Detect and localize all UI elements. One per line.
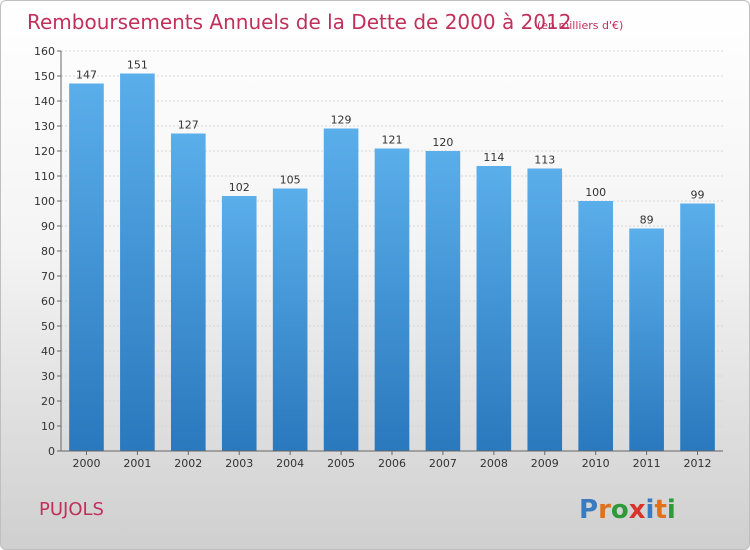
data-label: 89 [640, 214, 654, 227]
commune-name: PUJOLS [39, 499, 104, 520]
data-label: 99 [691, 189, 705, 202]
bar [629, 228, 664, 451]
logo-letter: t [654, 495, 666, 525]
y-axis: 0 10 20 30 40 50 60 70 80 90 100 110 120 130 140 150 160 [34, 45, 62, 458]
x-axis: 2000 2001 2002 2003 2004 2005 2006 2007 2008 2009… [61, 450, 723, 470]
logo-letter: P [579, 495, 598, 525]
x-tick-label: 2000 [72, 457, 100, 470]
y-tick-label: 140 [34, 95, 55, 108]
bar [120, 73, 155, 451]
y-tick-label: 80 [41, 245, 55, 258]
logo-letter: o [611, 495, 629, 525]
y-tick-label: 20 [41, 395, 55, 408]
bar [170, 133, 206, 451]
y-tick-label: 120 [34, 145, 55, 158]
bar [527, 168, 563, 451]
bars: 147 151 127 102 105 129 121 120 114 113 100 89 99 [69, 59, 715, 451]
bar [425, 151, 461, 451]
y-tick-label: 60 [41, 295, 55, 308]
logo-letter: x [629, 495, 646, 525]
x-tick-label: 2011 [633, 457, 661, 470]
y-tick-label: 70 [41, 270, 55, 283]
data-label: 121 [382, 134, 403, 147]
y-tick-label: 90 [41, 220, 55, 233]
x-tick-label: 2006 [378, 457, 406, 470]
x-tick-label: 2009 [531, 457, 559, 470]
bar [374, 148, 410, 451]
bar [578, 201, 614, 451]
y-tick-label: 110 [34, 170, 55, 183]
bar [272, 188, 308, 451]
bar [221, 196, 257, 451]
data-label: 147 [76, 69, 97, 82]
x-tick-label: 2001 [123, 457, 151, 470]
data-label: 127 [178, 119, 199, 132]
bar [69, 83, 104, 451]
x-tick-label: 2007 [429, 457, 457, 470]
logo-letter: r [598, 495, 611, 525]
y-tick-label: 160 [34, 45, 55, 58]
data-label: 105 [280, 174, 301, 187]
x-tick-label: 2002 [174, 457, 202, 470]
logo-letter: i [667, 495, 676, 525]
data-label: 114 [483, 151, 504, 164]
data-label: 113 [534, 154, 555, 167]
bar [323, 128, 359, 451]
data-label: 129 [331, 114, 352, 127]
y-tick-label: 130 [34, 120, 55, 133]
bar [476, 166, 512, 451]
x-tick-label: 2010 [582, 457, 610, 470]
y-tick-label: 40 [41, 345, 55, 358]
x-tick-label: 2003 [225, 457, 253, 470]
data-label: 151 [127, 59, 148, 72]
x-tick-label: 2004 [276, 457, 304, 470]
bar [680, 203, 715, 451]
data-label: 120 [432, 136, 453, 149]
y-tick-label: 100 [34, 195, 55, 208]
x-tick-label: 2005 [327, 457, 355, 470]
data-label: 102 [229, 181, 250, 194]
chart-subtitle: (en milliers d'€) [537, 19, 623, 32]
x-tick-label: 2012 [684, 457, 712, 470]
logo-letter: i [646, 495, 655, 525]
y-tick-label: 0 [48, 445, 55, 458]
data-label: 100 [585, 186, 606, 199]
y-tick-label: 50 [41, 320, 55, 333]
y-tick-label: 30 [41, 370, 55, 383]
proxiti-logo: Proxiti [579, 495, 676, 525]
chart-title: Remboursements Annuels de la Dette de 20… [27, 10, 571, 34]
y-tick-label: 10 [41, 420, 55, 433]
x-tick-label: 2008 [480, 457, 508, 470]
y-tick-label: 150 [34, 70, 55, 83]
